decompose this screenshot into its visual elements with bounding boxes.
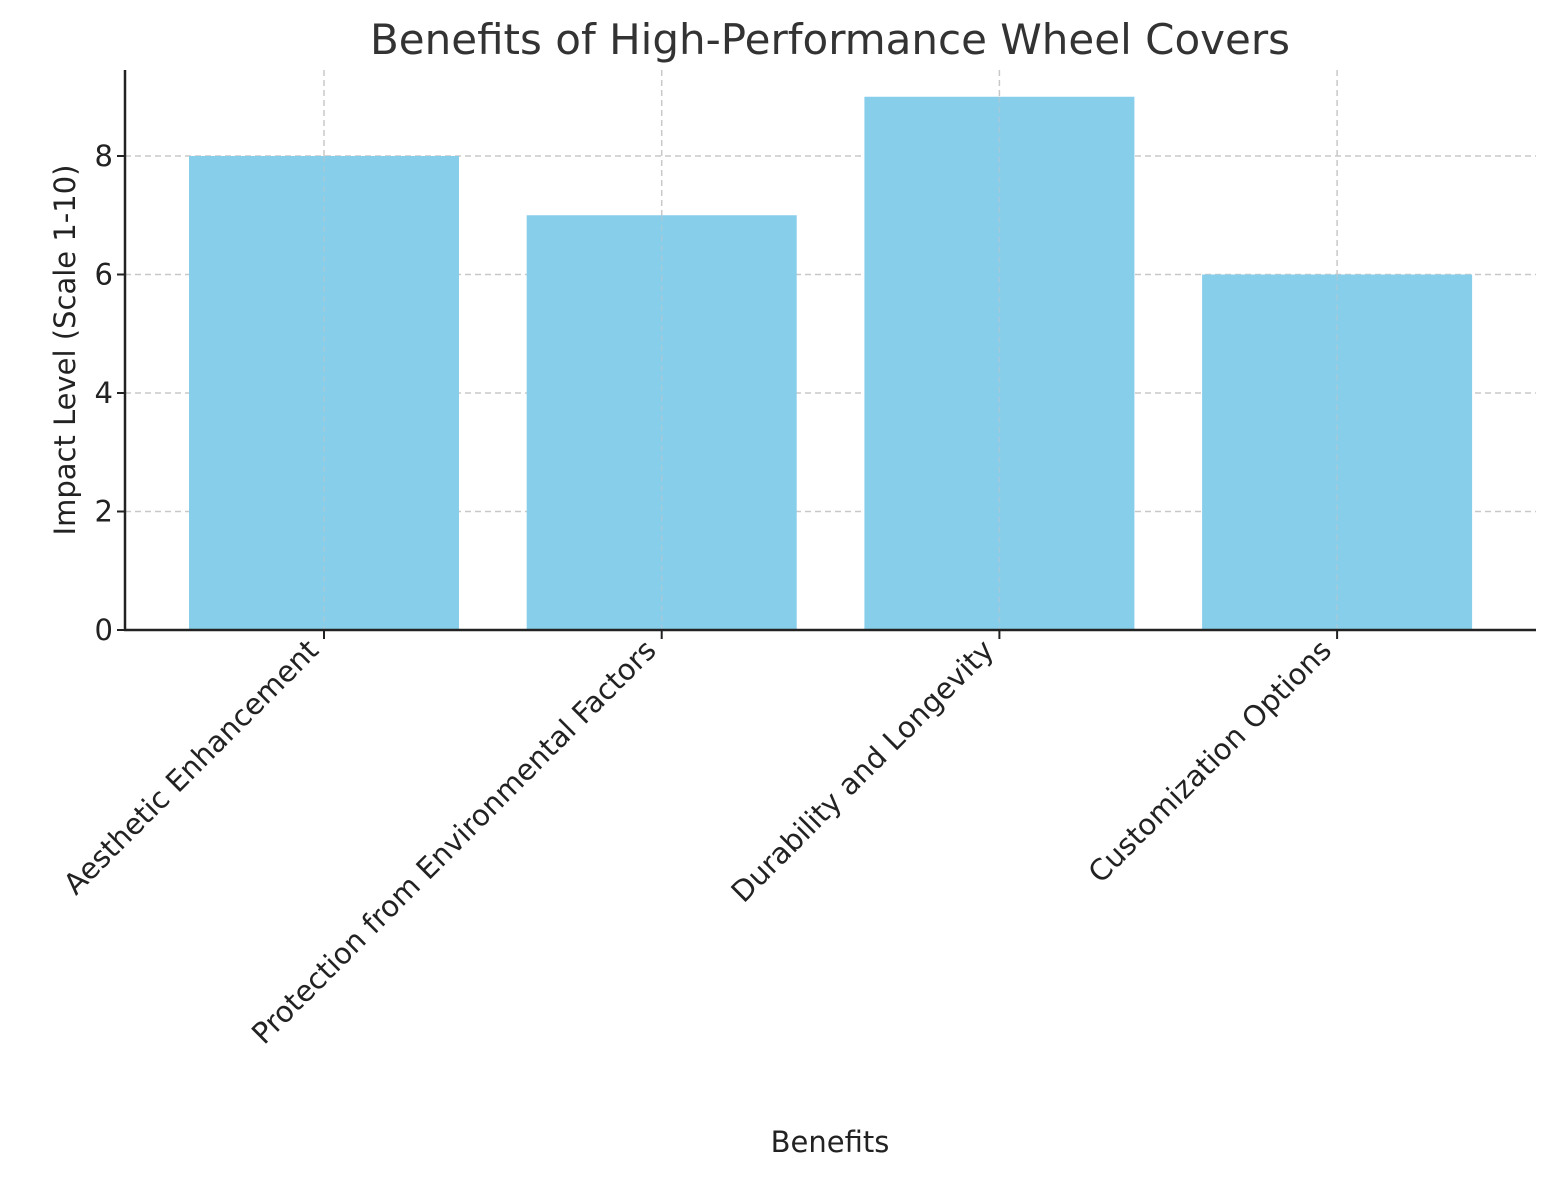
x-tick-label: Protection from Environmental Factors [245,633,663,1051]
y-tick-label: 2 [95,495,113,529]
y-tick-label: 0 [95,613,113,647]
x-axis-label: Benefits [771,1125,890,1159]
x-tick-label: Customization Options [1081,633,1338,890]
axes [123,70,1536,632]
y-ticks: 0 2 4 6 8 [95,139,125,647]
y-tick-label: 8 [95,139,113,173]
x-tick-label: Aesthetic Enhancement [57,633,325,901]
y-tick-label: 4 [95,376,113,410]
chart-title: Benefits of High-Performance Wheel Cover… [370,15,1290,64]
y-axis-label: Impact Level (Scale 1-10) [48,165,82,536]
bar [1202,274,1473,630]
bars [189,96,1473,630]
x-tick-label: Durability and Longevity [724,633,1000,909]
y-tick-label: 6 [95,258,113,292]
